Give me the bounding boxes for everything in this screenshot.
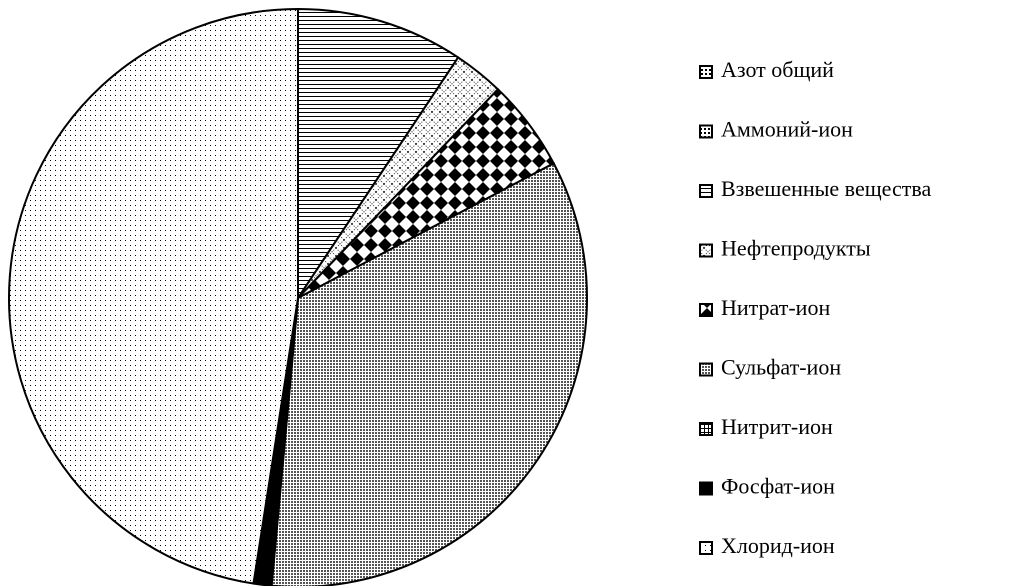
legend-swatch: [699, 422, 713, 436]
pie-slice: [297, 7, 460, 302]
legend-swatch: [699, 303, 713, 317]
legend-label: Аммоний-ион: [721, 117, 853, 142]
legend-label: Взвешенные вещества: [721, 176, 931, 201]
legend-swatch: [699, 541, 713, 555]
legend-label: Хлорид-ион: [721, 533, 835, 558]
legend-label: Фосфат-ион: [721, 474, 835, 499]
legend-label: Нефтепродукты: [721, 236, 871, 261]
legend-swatch: [699, 362, 713, 377]
legend-swatch: [699, 481, 713, 496]
legend-label: Нитрат-ион: [721, 295, 830, 320]
pie-slice: [8, 7, 299, 585]
legend-swatch: [699, 184, 713, 198]
legend-label: Азот общий: [721, 57, 834, 82]
legend-swatch: [699, 65, 713, 79]
legend-label: Сульфат-ион: [721, 355, 841, 380]
legend-swatch: [699, 243, 713, 258]
legend-swatch: [699, 124, 713, 139]
legend-label: Нитрит-ион: [721, 414, 833, 439]
pie-slice: [270, 162, 588, 586]
